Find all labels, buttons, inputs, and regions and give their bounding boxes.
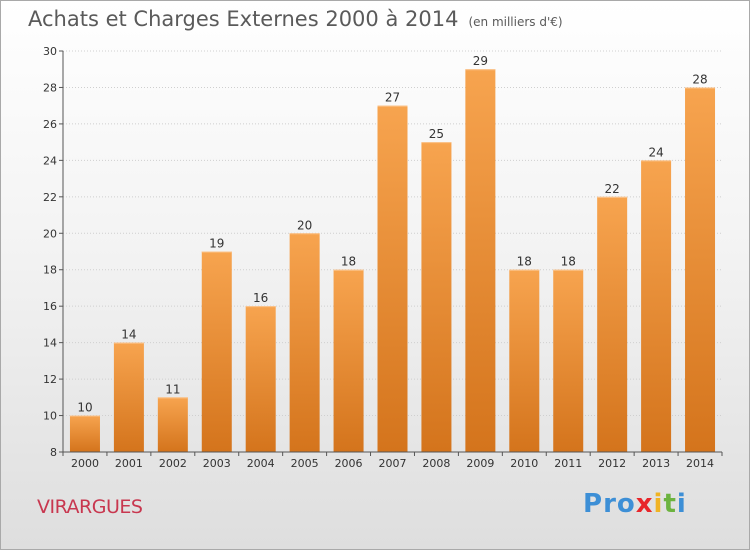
x-tick-label: 2013 bbox=[642, 457, 670, 470]
chart-unit: (en milliers d'€) bbox=[468, 15, 563, 29]
y-tick-label: 22 bbox=[43, 191, 57, 204]
x-tick-label: 2005 bbox=[291, 457, 319, 470]
logo-letter: i bbox=[676, 489, 687, 519]
data-label-2005: 20 bbox=[297, 218, 312, 232]
data-label-2013: 24 bbox=[648, 145, 663, 159]
bar-2014 bbox=[685, 87, 716, 453]
bar-2009 bbox=[465, 69, 496, 453]
bar-2000 bbox=[69, 415, 100, 452]
logo-letter: P bbox=[583, 489, 604, 519]
y-tick-label: 14 bbox=[43, 337, 57, 350]
data-label-2008: 25 bbox=[429, 127, 444, 141]
y-tick-label: 24 bbox=[43, 154, 57, 167]
bar-2003 bbox=[201, 251, 232, 452]
bar-2013 bbox=[641, 160, 672, 452]
x-tick-label: 2003 bbox=[203, 457, 231, 470]
bar-2004 bbox=[245, 306, 276, 452]
data-labels: 10 14 11 19 16 20 18 27 25 29 18 18 22 24 28 bbox=[77, 54, 707, 414]
y-tick-label: 18 bbox=[43, 264, 57, 277]
y-tick-label: 26 bbox=[43, 118, 57, 131]
y-tick-label: 10 bbox=[43, 410, 57, 423]
logo-letter: t bbox=[663, 489, 677, 519]
x-tick-label: 2011 bbox=[554, 457, 582, 470]
data-label-2014: 28 bbox=[692, 72, 707, 86]
y-tick-label: 12 bbox=[43, 373, 57, 386]
logo-letter: r bbox=[603, 489, 617, 519]
bar-2002 bbox=[157, 397, 188, 452]
bar-2006 bbox=[333, 269, 364, 452]
bar-2012 bbox=[597, 196, 628, 452]
bar-2011 bbox=[553, 269, 584, 452]
y-tick-label: 28 bbox=[43, 81, 57, 94]
y-axis-ticks: 8 10 12 14 16 18 20 22 24 26 28 30 bbox=[43, 45, 63, 459]
data-label-2006: 18 bbox=[341, 255, 356, 269]
x-tick-label: 2007 bbox=[379, 457, 407, 470]
x-tick-label: 2014 bbox=[686, 457, 714, 470]
chart-title: Achats et Charges Externes 2000 à 2014 (e… bbox=[28, 7, 563, 31]
proxiti-logo: Proxiti bbox=[583, 489, 687, 519]
y-tick-label: 30 bbox=[43, 45, 57, 58]
data-label-2007: 27 bbox=[385, 91, 400, 105]
x-tick-label: 2000 bbox=[71, 457, 99, 470]
y-tick-label: 20 bbox=[43, 227, 57, 240]
x-tick-label: 2004 bbox=[247, 457, 275, 470]
chart-title-text: Achats et Charges Externes 2000 à 2014 bbox=[28, 7, 459, 31]
logo-letter: x bbox=[635, 489, 654, 519]
bar-2008 bbox=[421, 142, 452, 453]
x-tick-label: 2009 bbox=[466, 457, 494, 470]
data-label-2012: 22 bbox=[605, 182, 620, 196]
logo-letter: i bbox=[653, 489, 664, 519]
logo-letter: o bbox=[616, 489, 636, 519]
data-label-2009: 29 bbox=[473, 54, 488, 68]
x-axis-ticks: 2000 2001 2002 2003 2004 2005 2006 2007 2008 2009… bbox=[62, 452, 723, 470]
x-tick-label: 2006 bbox=[335, 457, 363, 470]
bar-2005 bbox=[289, 233, 320, 452]
bar-2010 bbox=[509, 269, 540, 452]
data-label-2000: 10 bbox=[77, 401, 92, 415]
data-label-2010: 18 bbox=[517, 255, 532, 269]
x-tick-label: 2001 bbox=[115, 457, 143, 470]
data-label-2001: 14 bbox=[121, 328, 136, 342]
bar-2007 bbox=[377, 105, 408, 452]
data-label-2011: 18 bbox=[561, 255, 576, 269]
x-tick-label: 2012 bbox=[598, 457, 626, 470]
x-tick-label: 2010 bbox=[510, 457, 538, 470]
bars bbox=[69, 69, 716, 453]
x-tick-label: 2002 bbox=[159, 457, 187, 470]
data-label-2004: 16 bbox=[253, 291, 268, 305]
x-tick-label: 2008 bbox=[422, 457, 450, 470]
data-label-2003: 19 bbox=[209, 237, 224, 251]
bar-2001 bbox=[113, 342, 144, 452]
data-label-2002: 11 bbox=[165, 382, 180, 396]
y-tick-label: 16 bbox=[43, 300, 57, 313]
commune-name: VIRARGUES bbox=[37, 496, 143, 518]
y-tick-label: 8 bbox=[50, 446, 57, 459]
